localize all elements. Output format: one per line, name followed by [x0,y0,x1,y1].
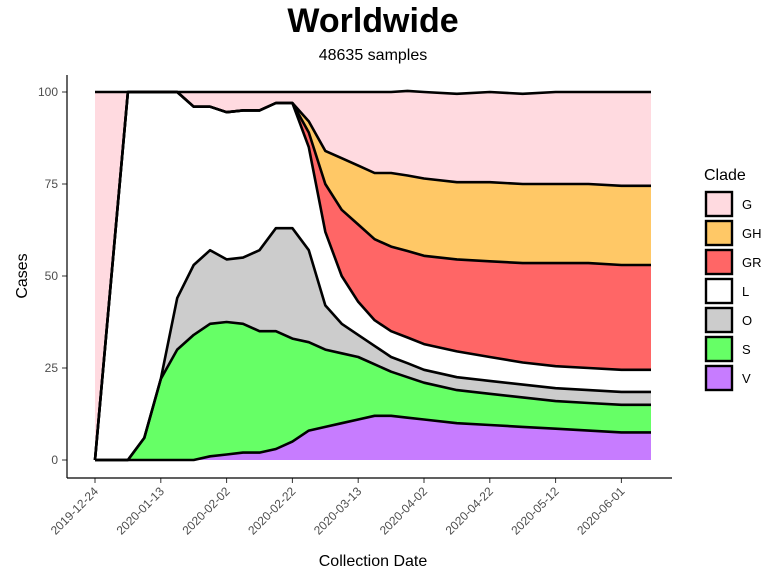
legend-key-gr [704,248,734,276]
x-axis: 2019-12-24 2020-01-13 2020-02-02 2020-02-22… [48,478,628,538]
x-tick-label: 2020-05-12 [508,484,562,538]
area-o [95,228,651,460]
legend-label-gr: GR [742,255,762,270]
y-tick-label: 0 [51,453,58,467]
y-tick-label: 50 [45,269,59,283]
boundary-line-gh [93,90,651,461]
x-tick-label: 2020-03-13 [311,484,365,538]
x-tick-label: 2020-02-22 [245,484,299,538]
legend-label-s: S [742,342,751,357]
y-axis: 0 25 50 75 100 [38,85,67,467]
boundary-line-s [95,320,651,462]
area-layer [93,89,651,462]
legend-key-v [704,364,734,392]
chart-subtitle: 48635 samples [319,47,428,64]
legend-label-o: O [742,313,752,328]
legend-key-o [704,306,734,334]
y-axis-title: Cases [14,253,31,298]
x-tick-label: 2020-04-02 [377,484,431,538]
legend-title: Clade [704,167,746,184]
x-axis-title: Collection Date [319,553,428,570]
legend-label-l: L [742,284,749,299]
boundary-line-g [95,89,651,96]
x-tick-label: 2020-02-02 [179,484,233,538]
x-tick-label: 2020-06-01 [574,484,628,538]
x-tick-label: 2020-01-13 [114,484,168,538]
boundary-line-o [95,226,651,462]
legend-key-s [704,335,734,363]
legend-label-gh: GH [742,226,762,241]
area-l [95,92,651,460]
area-gr [95,92,651,460]
legend-label-g: G [742,197,752,212]
legend-key-gh [704,219,734,247]
y-tick-label: 25 [45,361,59,375]
boundary-line-v [95,414,651,462]
y-tick-label: 100 [38,85,58,99]
x-tick-label: 2020-04-22 [443,484,497,538]
legend-key-g [704,190,734,218]
legend-key-l [704,277,734,305]
x-tick-label: 2019-12-24 [48,484,102,538]
chart-title: Worldwide [287,2,458,40]
legend-label-v: V [742,371,751,386]
y-tick-label: 75 [45,177,59,191]
